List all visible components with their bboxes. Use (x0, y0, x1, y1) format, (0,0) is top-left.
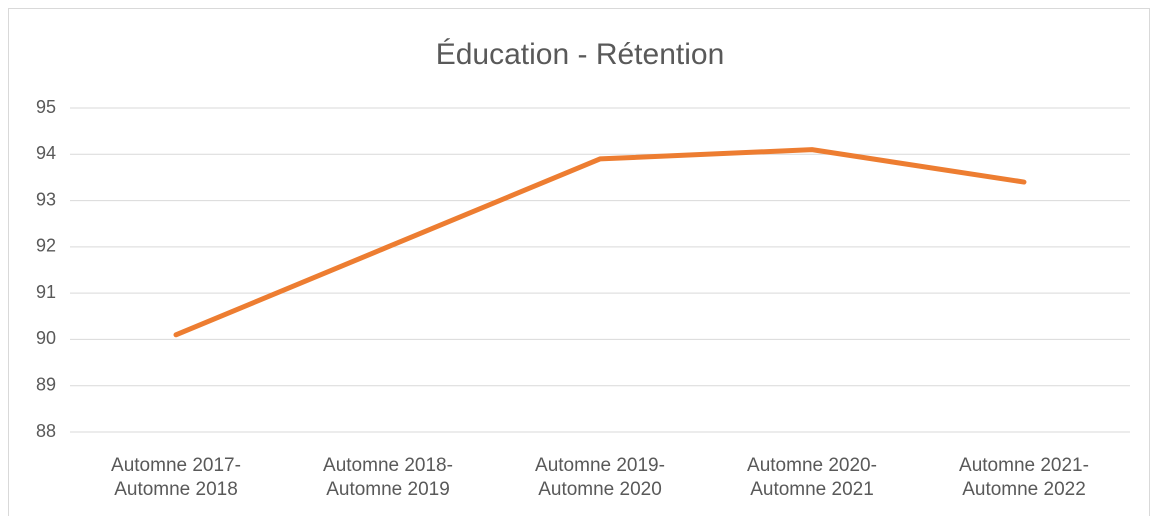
line (173, 147, 1027, 338)
y-tick-label: 92 (36, 236, 56, 256)
x-tick-label: Automne 2021- Automne 2022 (959, 455, 1089, 500)
y-tick-label: 93 (36, 189, 56, 209)
x-tick-label: Automne 2018- Automne 2019 (323, 455, 453, 500)
chart-title: Éducation - Rétention (436, 38, 725, 71)
y-tick-label: 95 (36, 97, 56, 117)
x-tick-label: Automne 2020- Automne 2021 (747, 455, 877, 500)
x-tick-label: Automne 2019- Automne 2020 (535, 455, 665, 500)
y-tick-label: 88 (36, 421, 56, 441)
y-tick-label: 94 (36, 143, 56, 163)
y-tick-label: 89 (36, 374, 56, 394)
y-tick-label: 91 (36, 282, 56, 302)
chart-border (8, 8, 1150, 516)
y-tick-label: 90 (36, 328, 56, 348)
x-tick-label: Automne 2017- Automne 2018 (111, 455, 241, 500)
